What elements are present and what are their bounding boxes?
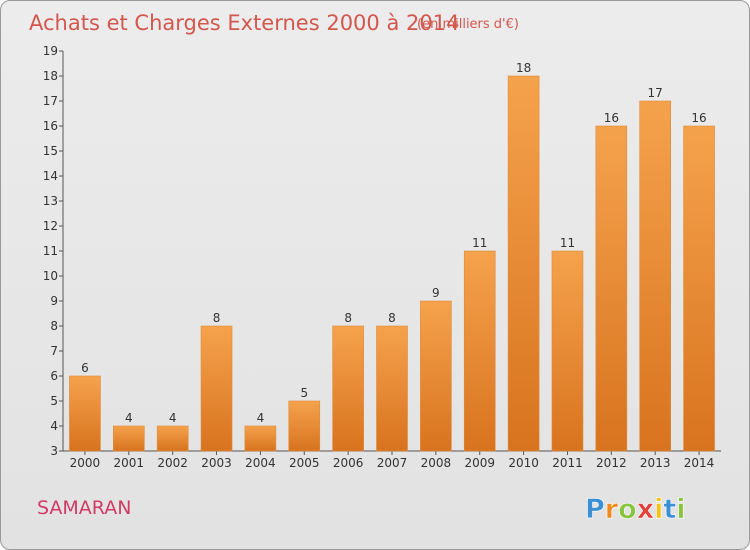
bar [595, 125, 628, 452]
bar [420, 300, 452, 452]
logo-letter: o [618, 494, 637, 525]
y-tick-label: 19 [43, 44, 58, 58]
y-tick-label: 15 [43, 144, 58, 158]
y-tick-label: 4 [50, 419, 58, 433]
y-tick-label: 17 [43, 94, 58, 108]
x-tick-label: 2012 [596, 456, 627, 470]
bar [683, 125, 715, 452]
x-tick-label: 2001 [114, 456, 145, 470]
x-tick-label: 2005 [289, 456, 320, 470]
logo-letter: i [676, 494, 685, 525]
logo-letter: x [637, 494, 654, 525]
x-tick-label: 2003 [201, 456, 232, 470]
bar [463, 250, 496, 452]
bar [69, 375, 101, 452]
bar [200, 325, 233, 452]
bar-value-label: 8 [388, 311, 396, 325]
logo-letter: t [663, 494, 676, 525]
proxiti-logo: Proxiti [585, 494, 686, 525]
bar [376, 325, 408, 452]
x-tick-label: 2008 [421, 456, 452, 470]
bar-value-label: 4 [169, 411, 177, 425]
bar-value-label: 16 [604, 111, 619, 125]
y-tick-label: 3 [50, 444, 58, 458]
y-tick-label: 6 [50, 369, 58, 383]
bar [113, 425, 145, 452]
bar-value-label: 6 [81, 361, 89, 375]
y-tick-label: 5 [50, 394, 58, 408]
y-tick-label: 11 [43, 244, 58, 258]
bar [244, 425, 277, 452]
x-tick-label: 2011 [552, 456, 583, 470]
bar [551, 250, 584, 452]
bar [507, 75, 540, 452]
bar-value-label: 16 [691, 111, 706, 125]
x-tick-label: 2014 [684, 456, 715, 470]
y-tick-label: 16 [43, 119, 58, 133]
bar-value-label: 9 [432, 286, 440, 300]
chart-title: Achats et Charges Externes 2000 à 2014 [29, 11, 459, 35]
bar-value-label: 8 [344, 311, 352, 325]
y-tick-label: 12 [43, 219, 58, 233]
bar-value-label: 5 [300, 386, 308, 400]
bar [288, 400, 321, 452]
x-tick-label: 2002 [157, 456, 188, 470]
x-tick-label: 2000 [70, 456, 101, 470]
axes: 3 4 5 6 7 8 9 10 11 12 13 14 15 16 17 18 19 2000 2001 2002 2… [43, 44, 721, 470]
bar [332, 325, 364, 452]
bar [156, 425, 189, 452]
x-tick-label: 2006 [333, 456, 364, 470]
bar-value-label: 11 [560, 236, 575, 250]
logo-letter: r [605, 494, 619, 525]
bar-value-label: 18 [516, 61, 531, 75]
logo-letter: i [654, 494, 663, 525]
y-tick-label: 18 [43, 69, 58, 83]
bar-value-label: 8 [213, 311, 221, 325]
bars: 6 4 4 8 4 5 8 8 9 11 18 11 16 17 16 [69, 61, 715, 452]
x-tick-label: 2013 [640, 456, 671, 470]
y-tick-label: 14 [43, 169, 58, 183]
logo-letter: P [585, 494, 605, 525]
bar-value-label: 4 [257, 411, 265, 425]
chart-subtitle: (en milliers d'€) [417, 17, 519, 32]
y-tick-label: 9 [50, 294, 58, 308]
y-tick-label: 8 [50, 319, 58, 333]
x-tick-label: 2007 [377, 456, 408, 470]
x-tick-label: 2009 [464, 456, 495, 470]
bar-value-label: 4 [125, 411, 133, 425]
bar-value-label: 11 [472, 236, 487, 250]
y-tick-label: 13 [43, 194, 58, 208]
x-tick-label: 2004 [245, 456, 276, 470]
y-tick-label: 7 [50, 344, 58, 358]
y-tick-label: 10 [43, 269, 58, 283]
x-tick-label: 2010 [508, 456, 539, 470]
bar [639, 100, 672, 452]
bar-value-label: 17 [648, 86, 663, 100]
location-name: SAMARAN [37, 497, 131, 519]
